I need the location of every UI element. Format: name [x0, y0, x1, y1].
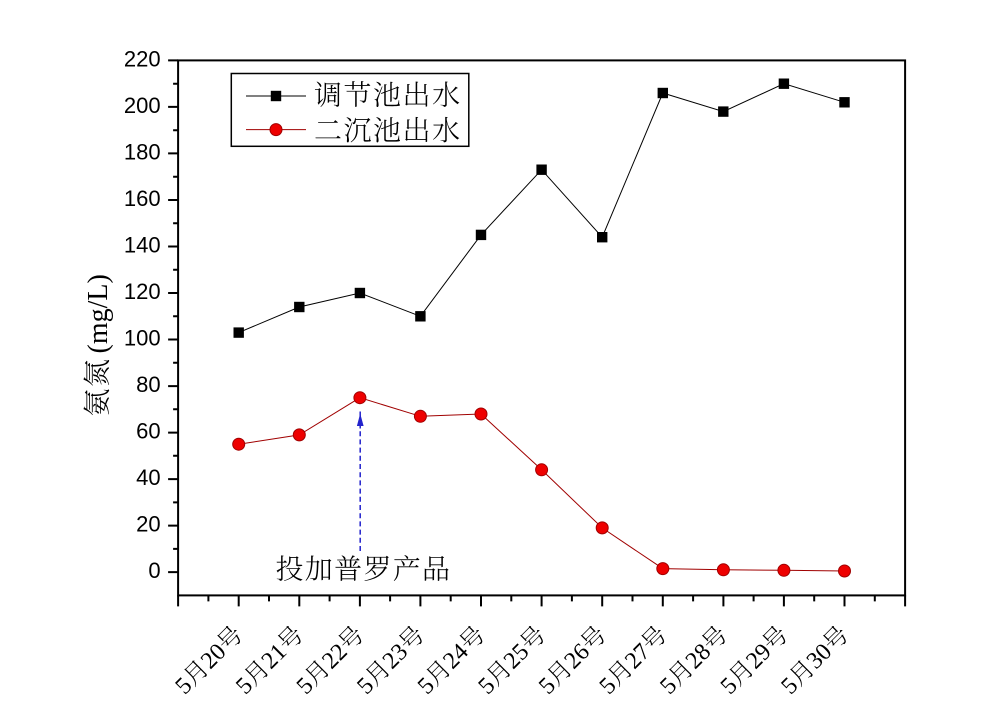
svg-text:23: 23 [378, 639, 413, 674]
svg-text:24: 24 [438, 639, 473, 674]
svg-text:21: 21 [257, 639, 292, 674]
svg-text:30: 30 [802, 639, 837, 674]
svg-text:28: 28 [681, 639, 716, 674]
svg-text:160: 160 [124, 186, 161, 211]
svg-text:80: 80 [136, 372, 160, 397]
svg-text:22: 22 [317, 639, 352, 674]
svg-text:20: 20 [136, 512, 160, 537]
svg-text:29: 29 [741, 639, 776, 674]
svg-text:220: 220 [124, 46, 161, 71]
svg-text:120: 120 [124, 279, 161, 304]
svg-text:0: 0 [148, 558, 160, 583]
svg-text:26: 26 [560, 639, 595, 674]
svg-text:200: 200 [124, 93, 161, 118]
svg-text:(mg/L): (mg/L) [83, 274, 114, 353]
svg-text:27: 27 [620, 639, 655, 674]
svg-text:25: 25 [499, 639, 534, 674]
svg-text:140: 140 [124, 232, 161, 257]
svg-text:20: 20 [196, 639, 231, 674]
svg-text:60: 60 [136, 419, 160, 444]
svg-text:100: 100 [124, 325, 161, 350]
svg-text:180: 180 [124, 139, 161, 164]
svg-text:40: 40 [136, 465, 160, 490]
